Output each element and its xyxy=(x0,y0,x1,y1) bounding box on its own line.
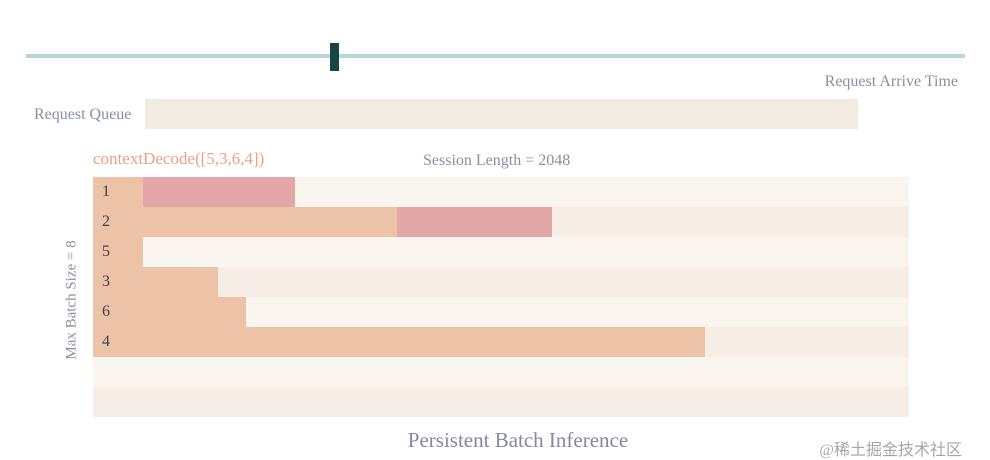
slot-label: 1 xyxy=(93,177,143,207)
request-queue-bar xyxy=(145,99,858,129)
slot-label: 2 xyxy=(93,207,143,237)
current-time-tick xyxy=(330,43,339,71)
request-queue-label: Request Queue xyxy=(34,106,132,123)
batch-slot-row: 6 xyxy=(93,297,909,327)
batch-slot-row: 1 xyxy=(93,177,909,207)
session-bar-segment xyxy=(397,207,552,237)
timeline-axis xyxy=(26,54,965,58)
session-bar-segment xyxy=(143,297,246,327)
slot-label: 4 xyxy=(93,327,143,357)
watermark: @稀土掘金技术社区 xyxy=(819,442,962,459)
session-bar-segment xyxy=(143,207,397,237)
session-bar-segment xyxy=(143,177,295,207)
batch-slot-row xyxy=(93,357,909,387)
figure-title: Persistent Batch Inference xyxy=(407,428,629,452)
batch-slot-row xyxy=(93,387,909,417)
batch-slot-row: 2 xyxy=(93,207,909,237)
session-bar-segment xyxy=(143,327,705,357)
session-length-label: Session Length = 2048 xyxy=(423,152,571,169)
batch-slot-row: 3 xyxy=(93,267,909,297)
slot-label: 6 xyxy=(93,297,143,327)
slot-label: 5 xyxy=(93,237,143,267)
request-arrive-time-label: Request Arrive Time xyxy=(824,73,958,90)
batch-slot-row: 4 xyxy=(93,327,909,357)
session-bar-segment xyxy=(143,267,218,297)
context-decode-label: contextDecode([5,3,6,4]) xyxy=(93,149,265,168)
slot-label: 3 xyxy=(93,267,143,297)
max-batch-size-label: Max Batch Size = 8 xyxy=(63,240,80,360)
batch-slot-row: 5 xyxy=(93,237,909,267)
